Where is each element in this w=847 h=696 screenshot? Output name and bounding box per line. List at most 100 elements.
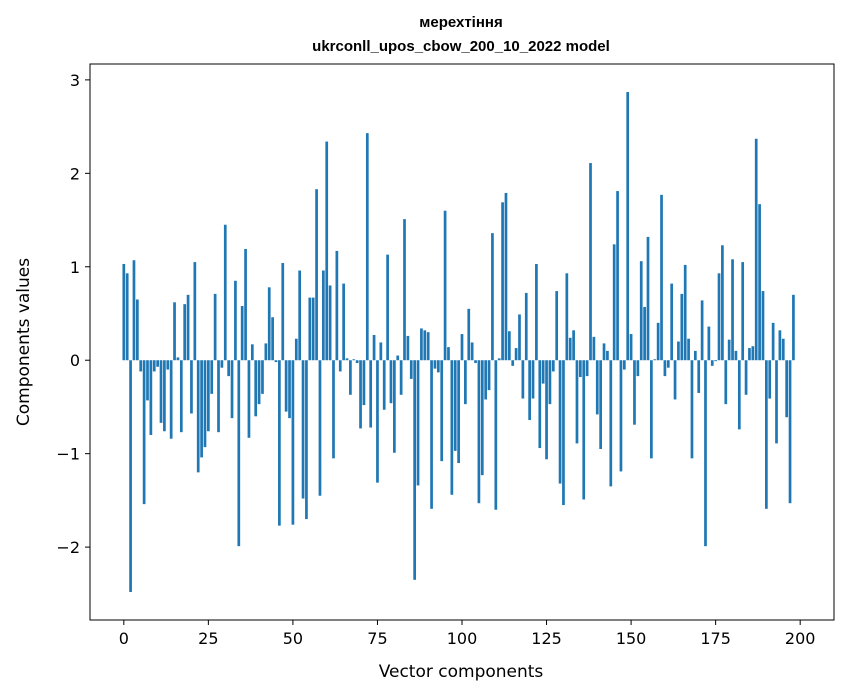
x-tick-label: 200 [785,629,816,648]
bar-2 [129,360,132,592]
bar-130 [562,360,565,506]
bar-99 [457,360,460,464]
bar-154 [643,306,646,361]
bar-142 [602,343,606,361]
bar-6 [142,360,146,505]
bar-40 [257,360,261,405]
bar-192 [771,322,775,361]
bar-182 [737,360,741,430]
bar-151 [633,360,636,425]
bar-23 [200,360,203,458]
x-tick-label: 75 [367,629,387,648]
bar-100 [460,334,464,361]
bar-44 [271,317,274,361]
bar-123 [538,360,542,449]
y-tick-label: −1 [56,445,80,464]
bar-118 [521,360,525,399]
bar-53 [301,360,305,499]
bar-62 [332,360,335,459]
bar-160 [663,360,667,377]
bar-48 [284,360,288,412]
bar-127 [551,360,555,372]
bar-157 [653,359,657,361]
bar-166 [683,264,687,361]
y-axis-ticks: −2 −1 0 1 2 3 [56,71,90,557]
bar-117 [518,314,521,361]
bar-131 [565,273,569,361]
x-tick-label: 175 [700,629,731,648]
bar-5 [139,360,143,372]
y-tick-label: 3 [70,71,80,90]
y-tick-label: 2 [70,164,80,183]
bar-191 [768,360,772,399]
bar-105 [477,360,481,504]
bar-179 [727,339,731,361]
bar-140 [595,360,599,415]
bar-65 [342,283,345,361]
bar-104 [474,360,477,364]
bar-39 [254,360,258,417]
bar-4 [135,299,139,361]
bar-187 [754,138,758,361]
bar-165 [680,293,684,361]
x-tick-label: 100 [447,629,478,648]
bar-112 [501,202,504,361]
bar-19 [186,294,190,361]
bar-113 [504,192,508,361]
bar-95 [443,210,447,361]
bar-79 [389,360,393,404]
bar-138 [589,163,592,361]
bar-76 [379,342,383,361]
bar-145 [612,244,616,361]
bar-51 [294,338,298,361]
bar-116 [514,348,518,361]
bar-193 [775,360,778,444]
bar-177 [721,245,724,361]
bar-54 [305,360,308,520]
bar-3 [132,260,136,361]
bar-170 [697,360,701,393]
bar-75 [376,360,379,483]
bar-121 [531,360,535,399]
bar-86 [413,360,417,580]
bar-38 [250,344,254,361]
bar-156 [650,360,653,459]
bar-139 [592,336,596,361]
bar-122 [535,263,538,361]
bar-103 [470,342,474,361]
bar-198 [792,294,795,361]
bar-164 [677,341,680,361]
x-tick-label: 0 [119,629,129,648]
bar-49 [288,360,291,419]
bar-97 [450,360,454,495]
bar-33 [234,280,237,361]
y-tick-label: −2 [56,538,80,557]
bar-60 [325,141,329,361]
bar-21 [193,262,197,361]
bar-59 [321,270,325,361]
x-axis-label: Vector components [379,662,544,682]
bar-196 [785,360,789,418]
bar-35 [240,306,244,361]
bar-27 [213,293,217,361]
bar-46 [278,360,281,526]
bar-13 [166,360,170,370]
bar-101 [464,360,467,405]
bar-173 [707,326,711,361]
bar-25 [207,360,210,432]
bar-148 [622,360,626,370]
bar-134 [575,360,579,444]
bar-132 [568,337,572,361]
bar-129 [558,360,562,484]
bar-82 [399,360,403,395]
bar-71 [362,360,366,406]
bar-57 [315,189,318,361]
bar-91 [430,360,433,509]
bar-125 [545,360,548,460]
bar-197 [788,360,792,504]
bar-185 [748,348,751,361]
chart-subtitle: ukrconll_upos_cbow_200_10_2022 model [312,38,610,55]
bar-141 [599,360,603,449]
bar-181 [734,350,738,361]
bar-143 [606,350,609,361]
